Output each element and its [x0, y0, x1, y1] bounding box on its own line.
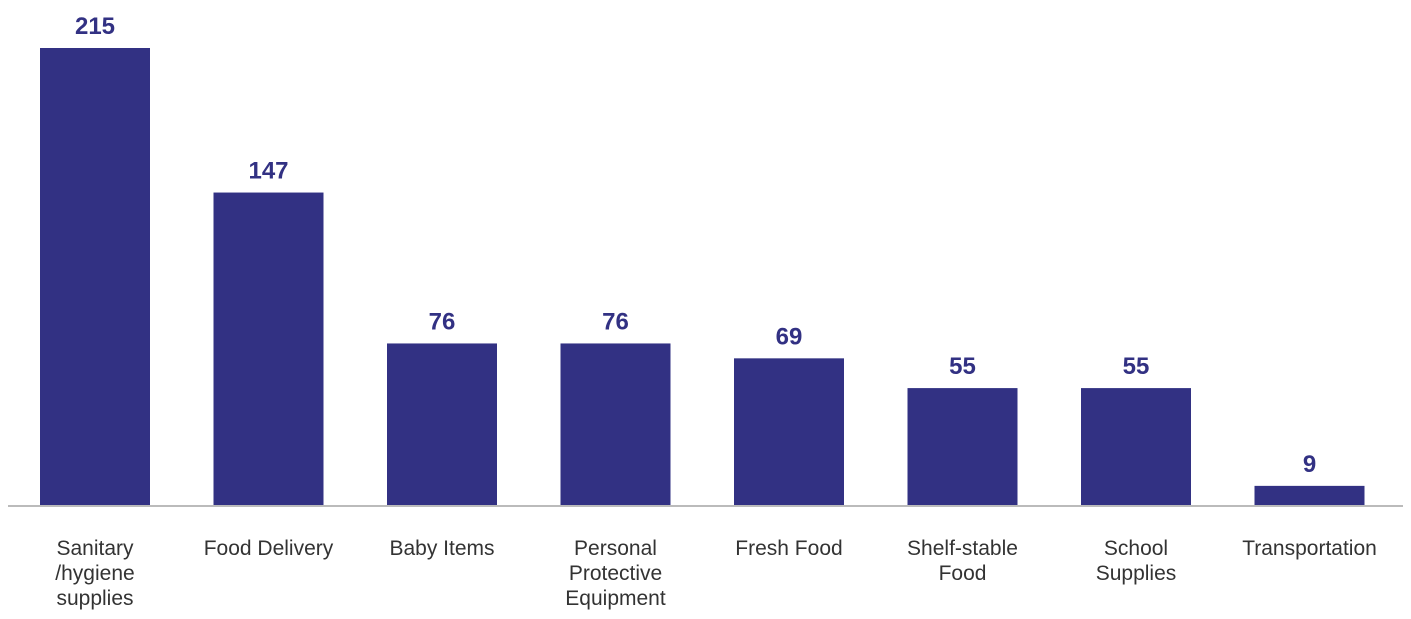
tick-label-3-line-2: Equipment [565, 587, 666, 610]
value-labels-layer: 215 147 76 76 69 55 55 9 [75, 13, 1316, 478]
data-label-7: 9 [1303, 451, 1316, 478]
data-label-3: 76 [602, 308, 629, 335]
tick-label-0-line-0: Sanitary [56, 537, 134, 560]
tick-label-3-line-1: Protective [569, 562, 662, 585]
data-label-0: 215 [75, 13, 115, 40]
category-labels-layer: Sanitary/hygiene supplies Food Delivery Bab… [55, 537, 1377, 610]
tick-label-5-line-1: Food [939, 562, 987, 585]
tick-label-3: Personal Protective Equipment [565, 537, 666, 610]
data-label-5: 55 [949, 353, 976, 380]
bar-3 [560, 343, 671, 505]
bar-7 [1254, 485, 1365, 505]
tick-label-3-line-0: Personal [574, 537, 657, 560]
tick-label-4-line-0: Fresh Food [735, 537, 842, 560]
tick-label-6: School Supplies [1096, 537, 1177, 585]
tick-label-2: Baby Items [389, 537, 494, 560]
tick-label-1-line-0: Food Delivery [204, 537, 334, 560]
bar-4 [734, 358, 844, 505]
bars-layer [40, 48, 1365, 505]
tick-label-7-line-0: Transportation [1242, 537, 1377, 560]
bar-1 [213, 192, 324, 505]
tick-label-0: Sanitary/hygiene supplies [55, 537, 134, 610]
tick-label-2-line-0: Baby Items [389, 537, 494, 560]
bar-0 [40, 48, 150, 505]
tick-label-5-line-0: Shelf-stable [907, 537, 1018, 560]
data-label-2: 76 [429, 308, 456, 335]
data-label-4: 69 [776, 323, 803, 350]
tick-label-5: Shelf-stable Food [907, 537, 1018, 585]
data-label-1: 147 [248, 158, 288, 185]
tick-label-1: Food Delivery [204, 537, 334, 560]
tick-label-0-line-2: supplies [56, 587, 133, 610]
data-label-6: 55 [1123, 353, 1150, 380]
tick-label-4: Fresh Food [735, 537, 842, 560]
bar-6 [1081, 388, 1191, 505]
tick-label-7: Transportation [1242, 537, 1377, 560]
tick-label-0-line-1: /hygiene [55, 562, 134, 585]
tick-label-6-line-0: School [1104, 537, 1168, 560]
tick-label-6-line-1: Supplies [1096, 562, 1177, 585]
bar-5 [907, 388, 1018, 505]
bar-2 [387, 343, 497, 505]
